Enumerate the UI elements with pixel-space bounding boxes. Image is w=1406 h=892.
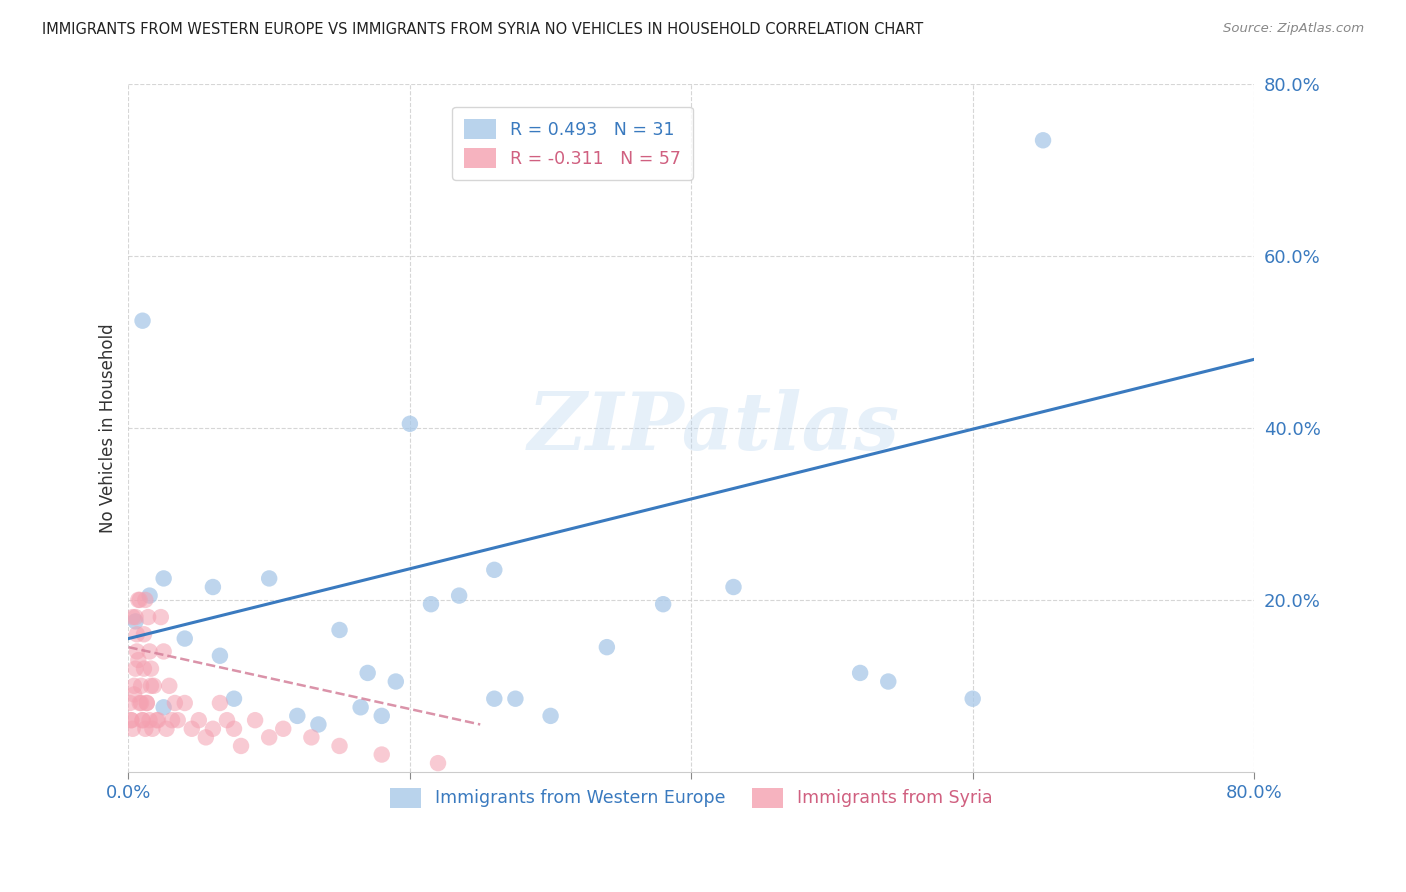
Point bbox=[1032, 133, 1054, 147]
Point bbox=[222, 722, 245, 736]
Point bbox=[449, 589, 471, 603]
Point bbox=[124, 662, 146, 676]
Point bbox=[166, 713, 188, 727]
Point bbox=[427, 756, 450, 771]
Point bbox=[229, 739, 252, 753]
Point bbox=[243, 713, 266, 727]
Text: ZIPatlas: ZIPatlas bbox=[527, 389, 900, 467]
Point bbox=[155, 722, 177, 736]
Point bbox=[127, 653, 149, 667]
Text: IMMIGRANTS FROM WESTERN EUROPE VS IMMIGRANTS FROM SYRIA NO VEHICLES IN HOUSEHOLD: IMMIGRANTS FROM WESTERN EUROPE VS IMMIGR… bbox=[42, 22, 924, 37]
Point bbox=[136, 610, 159, 624]
Point bbox=[124, 610, 146, 624]
Point bbox=[271, 722, 294, 736]
Point bbox=[120, 713, 142, 727]
Point bbox=[484, 563, 506, 577]
Point bbox=[141, 722, 163, 736]
Point bbox=[127, 593, 149, 607]
Point bbox=[134, 722, 156, 736]
Point bbox=[849, 665, 872, 680]
Point bbox=[134, 593, 156, 607]
Point bbox=[257, 571, 280, 585]
Point bbox=[131, 713, 153, 727]
Point bbox=[120, 713, 142, 727]
Point bbox=[163, 696, 186, 710]
Point bbox=[962, 691, 984, 706]
Point bbox=[139, 662, 162, 676]
Point bbox=[285, 709, 308, 723]
Point bbox=[356, 665, 378, 680]
Point bbox=[371, 709, 394, 723]
Point bbox=[160, 713, 183, 727]
Point bbox=[149, 610, 172, 624]
Point bbox=[371, 747, 394, 762]
Point bbox=[142, 679, 165, 693]
Point bbox=[152, 700, 174, 714]
Point bbox=[328, 623, 350, 637]
Point bbox=[157, 679, 180, 693]
Point bbox=[152, 644, 174, 658]
Point bbox=[152, 571, 174, 585]
Point bbox=[121, 722, 143, 736]
Point bbox=[124, 615, 146, 629]
Point bbox=[484, 691, 506, 706]
Point bbox=[138, 713, 160, 727]
Point bbox=[132, 662, 155, 676]
Point bbox=[135, 696, 157, 710]
Point bbox=[201, 580, 224, 594]
Point bbox=[215, 713, 238, 727]
Point bbox=[505, 691, 527, 706]
Point bbox=[257, 731, 280, 745]
Point bbox=[208, 648, 231, 663]
Point bbox=[132, 627, 155, 641]
Point bbox=[118, 696, 141, 710]
Point bbox=[146, 713, 169, 727]
Point bbox=[122, 687, 145, 701]
Point bbox=[307, 717, 329, 731]
Point bbox=[139, 679, 162, 693]
Point bbox=[299, 731, 322, 745]
Point bbox=[652, 597, 675, 611]
Point bbox=[194, 731, 217, 745]
Point bbox=[131, 314, 153, 328]
Point bbox=[128, 593, 150, 607]
Legend: Immigrants from Western Europe, Immigrants from Syria: Immigrants from Western Europe, Immigran… bbox=[382, 780, 1000, 814]
Point bbox=[145, 713, 167, 727]
Y-axis label: No Vehicles in Household: No Vehicles in Household bbox=[100, 323, 117, 533]
Point bbox=[138, 589, 160, 603]
Point bbox=[180, 722, 202, 736]
Point bbox=[540, 709, 562, 723]
Point bbox=[121, 610, 143, 624]
Point bbox=[208, 696, 231, 710]
Text: Source: ZipAtlas.com: Source: ZipAtlas.com bbox=[1223, 22, 1364, 36]
Point bbox=[187, 713, 209, 727]
Point bbox=[201, 722, 224, 736]
Point bbox=[877, 674, 900, 689]
Point bbox=[129, 679, 152, 693]
Point bbox=[128, 696, 150, 710]
Point bbox=[138, 644, 160, 658]
Point bbox=[131, 713, 153, 727]
Point bbox=[222, 691, 245, 706]
Point bbox=[125, 627, 148, 641]
Point bbox=[349, 700, 371, 714]
Point bbox=[385, 674, 408, 689]
Point bbox=[122, 679, 145, 693]
Point bbox=[125, 644, 148, 658]
Point bbox=[723, 580, 745, 594]
Point bbox=[328, 739, 350, 753]
Point bbox=[399, 417, 422, 431]
Point bbox=[135, 696, 157, 710]
Point bbox=[173, 632, 195, 646]
Point bbox=[129, 696, 152, 710]
Point bbox=[596, 640, 619, 655]
Point bbox=[420, 597, 443, 611]
Point bbox=[173, 696, 195, 710]
